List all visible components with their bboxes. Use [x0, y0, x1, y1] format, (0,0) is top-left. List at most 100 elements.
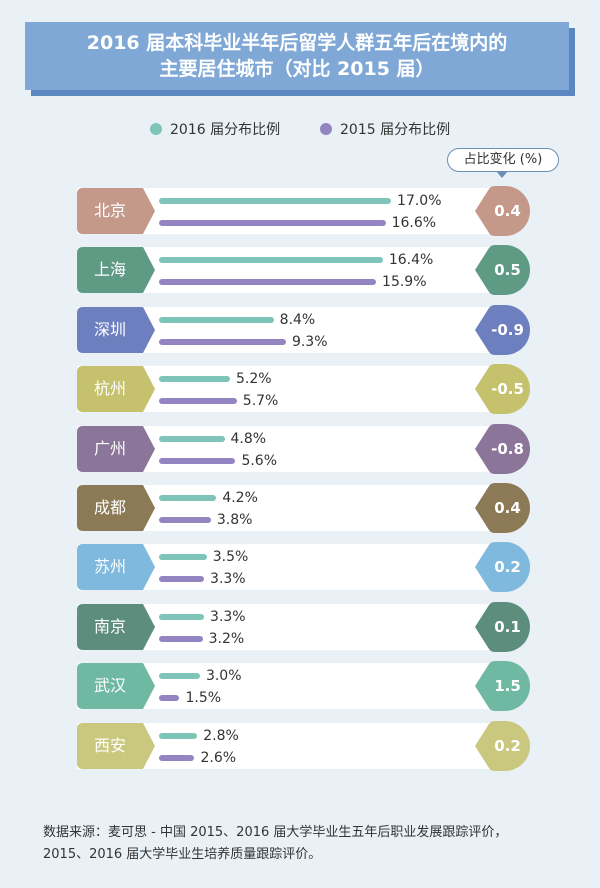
change-value: -0.5 — [491, 380, 524, 399]
bar-2016 — [159, 435, 225, 442]
bar-2016-label: 4.8% — [230, 430, 267, 447]
bar-2016 — [159, 316, 274, 323]
change-tag-shape — [475, 720, 530, 771]
change-tag-shape — [475, 186, 530, 236]
bar-2015-label: 3.3% — [210, 571, 246, 588]
bar-2015 — [159, 695, 180, 702]
change-tag: 0.1 — [475, 601, 530, 652]
change-tag: 0.2 — [475, 542, 530, 593]
city-tag-shape — [77, 603, 155, 650]
legend-item-2016: 2016 届分布比例 — [150, 119, 280, 139]
city-tag: 武汉 — [77, 663, 157, 710]
city-tag: 杭州 — [77, 366, 157, 413]
chart-row: 武汉 3.0% 1.5% 1.5 — [77, 661, 530, 712]
bar-2015-label: 5.7% — [242, 393, 279, 410]
change-tag-shape — [475, 483, 530, 533]
bar-2015 — [159, 457, 236, 464]
bar-2015-label: 9.3% — [291, 333, 328, 350]
city-label: 上海 — [93, 260, 126, 280]
legend-label-2016: 2016 届分布比例 — [170, 122, 281, 138]
city-tag-shape — [77, 663, 155, 710]
change-tag: -0.8 — [475, 423, 530, 474]
change-value: 0.1 — [494, 617, 521, 636]
change-tag-shape — [475, 364, 530, 415]
city-label: 西安 — [93, 735, 126, 755]
bar-2016 — [159, 198, 392, 204]
bar-2015-label: 3.8% — [216, 512, 253, 528]
change-tag-shape — [475, 542, 530, 593]
chart-row: 北京 17.0% 16.6% 0.4 — [77, 186, 530, 236]
bar-2016 — [159, 732, 198, 739]
city-tag-shape — [77, 247, 155, 294]
change-tag: 0.2 — [475, 720, 530, 771]
chart-row: 上海 16.4% 15.9% 0.5 — [77, 245, 530, 296]
bar-2016-label: 5.2% — [235, 371, 272, 388]
bar-2015-label: 16.6% — [391, 215, 437, 231]
bar-2015-label: 5.6% — [241, 452, 278, 469]
bar-2016-label: 3.5% — [212, 549, 249, 566]
change-value: 0.5 — [494, 261, 521, 280]
chart-row: 苏州 3.5% 3.3% 0.2 — [77, 542, 530, 593]
bar-2015-label: 15.9% — [382, 274, 427, 291]
bar-2015 — [159, 635, 203, 642]
bar-2016 — [159, 376, 230, 383]
legend-label-2015: 2015 届分布比例 — [340, 122, 451, 138]
bar-2016-label: 3.0% — [205, 668, 242, 685]
change-tag: 0.4 — [475, 186, 530, 236]
title-banner: 2016 届本科毕业半年后留学人群五年后在境内的 主要居住城市（对比 2015 … — [25, 22, 575, 96]
chart-title: 2016 届本科毕业半年后留学人群五年后在境内的 主要居住城市（对比 2015 … — [25, 22, 569, 90]
city-label: 北京 — [93, 201, 126, 220]
chart-row: 西安 2.8% 2.6% 0.2 — [77, 720, 530, 771]
change-value: -0.8 — [491, 439, 524, 458]
city-tag-shape — [77, 188, 155, 234]
bar-2016 — [159, 257, 383, 264]
chart-row: 杭州 5.2% 5.7% -0.5 — [77, 364, 530, 415]
change-tag-shape — [475, 245, 530, 296]
bar-2016-label: 2.8% — [203, 727, 239, 744]
city-tag: 上海 — [77, 247, 157, 294]
change-value: 1.5 — [494, 677, 521, 696]
change-tag: 1.5 — [475, 661, 530, 712]
bar-2015 — [159, 398, 237, 405]
bar-2015-label: 3.2% — [208, 630, 245, 647]
change-tag-shape — [475, 601, 530, 652]
bar-2015-label: 2.6% — [200, 749, 237, 766]
chart-row: 广州 4.8% 5.6% -0.8 — [77, 423, 530, 474]
legend-dot-2016 — [150, 123, 162, 135]
city-tag-shape — [77, 485, 155, 531]
city-tag-shape — [77, 722, 155, 769]
chart-row: 成都 4.2% 3.8% 0.4 — [77, 483, 530, 533]
bar-2016-label: 17.0% — [397, 193, 442, 209]
bar-2016 — [159, 554, 207, 561]
chart-row: 南京 3.3% 3.2% 0.1 — [77, 601, 530, 652]
city-label: 成都 — [93, 498, 126, 517]
bar-2015 — [159, 338, 286, 345]
city-tag-shape — [77, 366, 155, 413]
city-tag-shape — [77, 306, 155, 353]
city-tag: 西安 — [77, 722, 157, 769]
change-tag-shape — [475, 423, 530, 474]
city-label: 深圳 — [93, 319, 126, 339]
change-tag: 0.4 — [475, 483, 530, 533]
change-value: 0.4 — [494, 202, 521, 220]
bar-2016-label: 4.2% — [222, 490, 258, 506]
title-line-1: 2016 届本科毕业半年后留学人群五年后在境内的 — [86, 32, 508, 54]
bar-2016-label: 8.4% — [279, 311, 316, 328]
city-tag: 成都 — [77, 485, 157, 531]
city-tag-shape — [77, 544, 155, 591]
city-tag: 北京 — [77, 188, 157, 234]
bar-2016 — [159, 613, 205, 620]
city-tag-shape — [77, 425, 155, 472]
source-note: 数据来源：麦可思 - 中国 2015、2016 届大学毕业生五年后职业发展跟踪评… — [43, 822, 573, 866]
change-value: 0.2 — [494, 736, 521, 755]
change-value: -0.9 — [491, 320, 524, 339]
title-line-2: 主要居住城市（对比 2015 届） — [159, 58, 435, 80]
city-label: 南京 — [93, 616, 126, 636]
legend-dot-2015 — [320, 123, 332, 135]
change-header: 占比变化 (%) — [447, 148, 559, 178]
change-tag: 0.5 — [475, 245, 530, 296]
change-tag: -0.9 — [475, 304, 530, 355]
city-label: 苏州 — [93, 557, 126, 577]
chart-row: 深圳 8.4% 9.3% -0.9 — [77, 304, 530, 355]
bar-2016-label: 3.3% — [210, 608, 246, 625]
